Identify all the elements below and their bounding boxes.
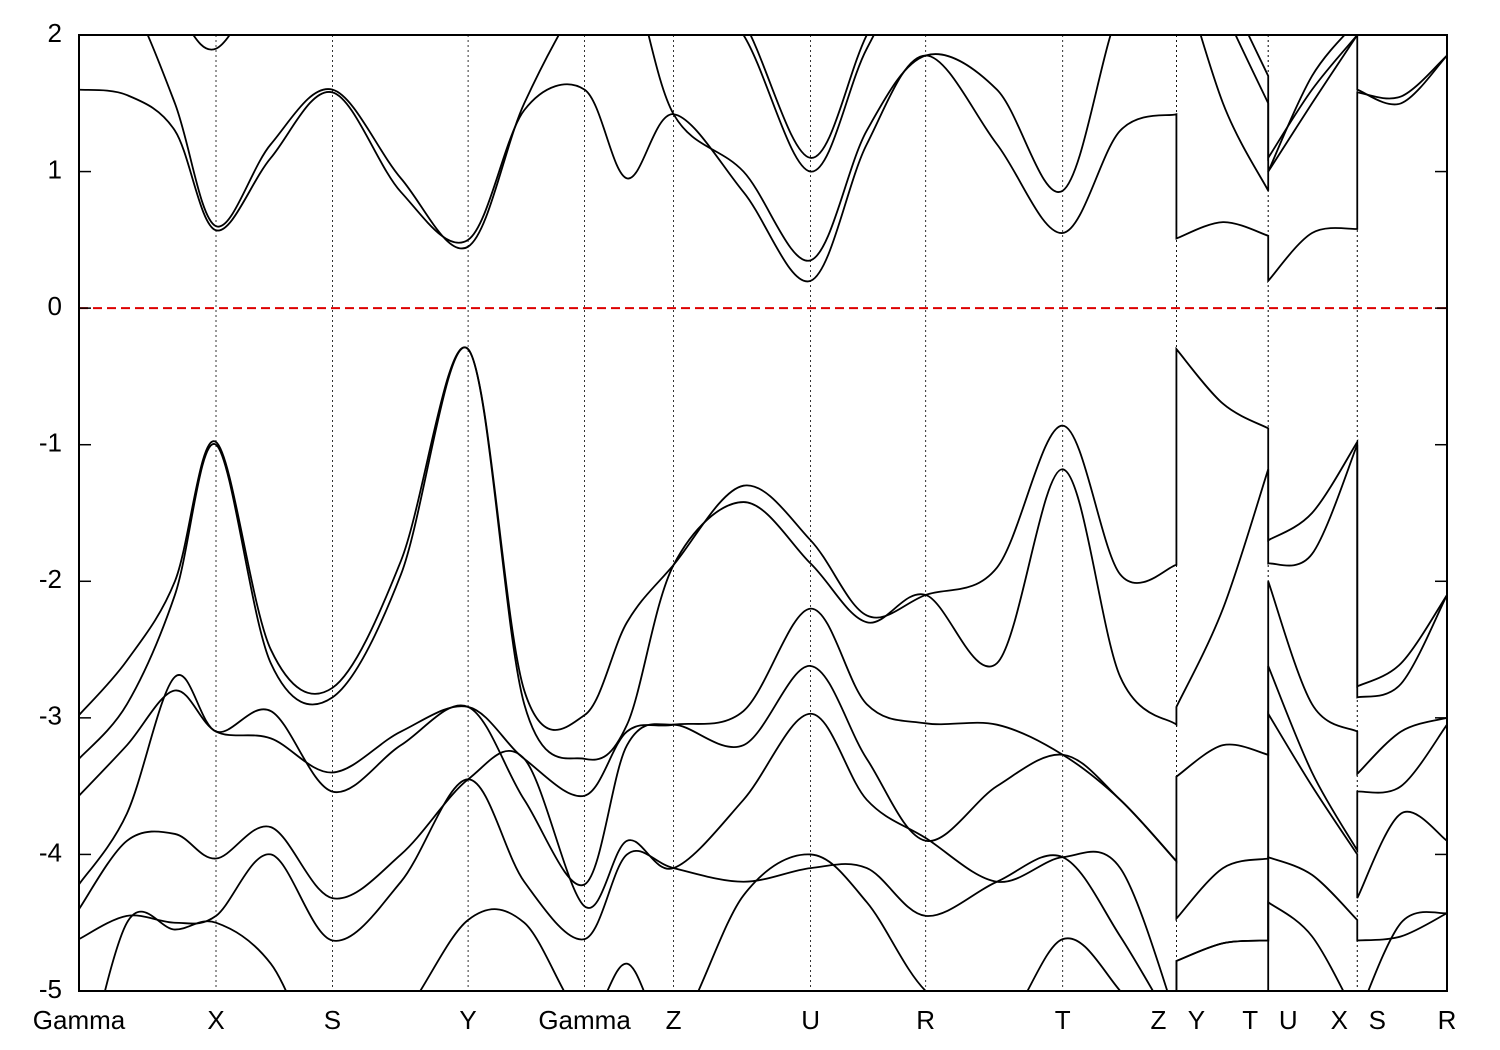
y-tick-label: 2 — [48, 18, 62, 48]
grid — [78, 35, 1448, 991]
band-line — [104, 853, 1447, 991]
bands — [79, 35, 1447, 991]
x-tick-label: X — [1331, 1005, 1348, 1035]
x-tick-label: Y — [1188, 1005, 1205, 1035]
x-tick-label: Gamma — [538, 1005, 631, 1035]
y-tick-label: -5 — [39, 974, 62, 1004]
x-tick-label: Z — [666, 1005, 682, 1035]
band-line — [79, 778, 1447, 991]
x-tick-label: S — [1369, 1005, 1386, 1035]
x-tick-label: T — [1055, 1005, 1071, 1035]
y-tick-label: 1 — [48, 154, 62, 184]
x-tick-label: U — [1279, 1005, 1298, 1035]
y-tick-label: -3 — [39, 701, 62, 731]
band-line — [79, 665, 1447, 921]
x-tick-label: U — [801, 1005, 820, 1035]
band-line — [749, 35, 1346, 172]
y-tick-label: -1 — [39, 428, 62, 458]
band-line — [146, 35, 1447, 262]
x-tick-label: Gamma — [33, 1005, 126, 1035]
x-tick-label: T — [1242, 1005, 1258, 1035]
x-tick-label: Z — [1150, 1005, 1166, 1035]
y-tick-label: -2 — [39, 564, 62, 594]
band-line — [192, 35, 1359, 173]
plot-frame — [78, 34, 1448, 992]
band-line — [79, 346, 1447, 731]
x-tick-label: Y — [459, 1005, 476, 1035]
band-line — [79, 346, 1447, 761]
y-tick-label: 0 — [48, 291, 62, 321]
x-tick-label: X — [207, 1005, 224, 1035]
x-tick-label: R — [916, 1005, 935, 1035]
band-line — [79, 580, 1447, 864]
y-tick-label: -4 — [39, 837, 62, 867]
band-line — [79, 54, 1447, 284]
x-tick-label: S — [324, 1005, 341, 1035]
x-tick-label: R — [1438, 1005, 1457, 1035]
